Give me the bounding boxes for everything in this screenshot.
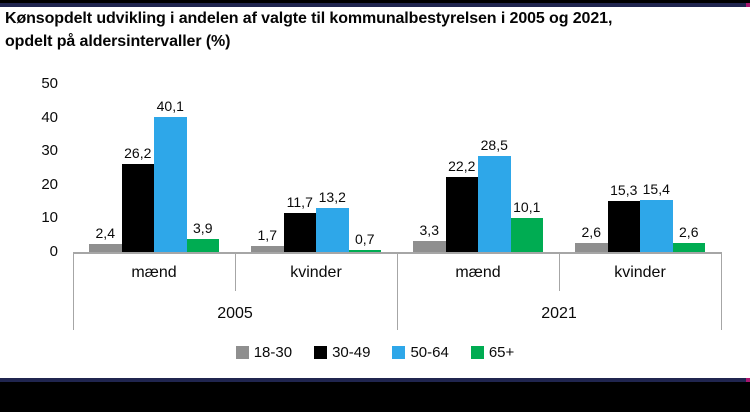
bar-30-49-kvinder bbox=[607, 200, 640, 252]
legend-label: 30-49 bbox=[332, 343, 371, 361]
bar-value-label: 0,7 bbox=[355, 230, 375, 247]
bar-30-49-mænd bbox=[445, 177, 478, 252]
bottom-divider-accent bbox=[746, 378, 750, 382]
bar-value-label: 15,4 bbox=[642, 181, 670, 198]
bar-value-label: 26,2 bbox=[124, 144, 152, 161]
x-axis-group-label: 2021 bbox=[541, 305, 577, 322]
bar-value-label: 22,2 bbox=[448, 158, 476, 175]
category-separator-minor bbox=[235, 252, 236, 291]
bar-18-30-mænd bbox=[413, 240, 446, 252]
bar-value-label: 3,9 bbox=[193, 219, 213, 236]
bar-30-49-mænd bbox=[121, 163, 154, 252]
legend-swatch-icon bbox=[392, 345, 406, 359]
chart-title-line2: opdelt på aldersintervaller (%) bbox=[5, 33, 231, 50]
bar-value-label: 2,6 bbox=[581, 224, 601, 241]
y-axis-tick-label: 10 bbox=[41, 209, 58, 227]
bar-50-64-kvinder bbox=[316, 207, 349, 252]
y-axis-tick-label: 20 bbox=[41, 175, 58, 193]
legend-item-30-49: 30-49 bbox=[314, 344, 370, 361]
legend-swatch-icon bbox=[235, 345, 249, 359]
y-axis-tick-label: 30 bbox=[41, 142, 58, 160]
y-axis-tick-label: 50 bbox=[41, 75, 58, 92]
top-divider-line bbox=[0, 3, 750, 7]
chart-legend: 18-30 30-49 50-64 65+ bbox=[0, 342, 750, 362]
legend-item-18-30: 18-30 bbox=[235, 343, 293, 361]
legend-item-50-64: 50-64 bbox=[392, 343, 449, 361]
x-axis-category-label: kvinder bbox=[290, 264, 342, 281]
chart-title: Kønsopdelt udvikling i andelen af valgte… bbox=[5, 7, 747, 53]
legend-label: 18-30 bbox=[253, 343, 293, 361]
bar-65+-mænd bbox=[510, 218, 543, 252]
bar-value-label: 28,5 bbox=[480, 137, 508, 154]
bar-18-30-kvinder bbox=[575, 243, 608, 252]
category-separator-major bbox=[397, 252, 398, 330]
bar-18-30-kvinder bbox=[251, 246, 284, 252]
bar-value-label: 3,3 bbox=[419, 221, 439, 238]
bottom-divider-line bbox=[0, 378, 750, 382]
legend-swatch-icon bbox=[470, 345, 484, 359]
category-separator-major bbox=[73, 252, 74, 330]
x-axis-category-label: mænd bbox=[455, 264, 501, 281]
bar-18-30-mænd bbox=[89, 243, 122, 252]
x-axis-group-label: 2005 bbox=[217, 305, 253, 322]
bar-65+-mænd bbox=[186, 238, 219, 252]
y-axis-tick-label: 40 bbox=[41, 108, 58, 126]
bar-65+-kvinder bbox=[348, 249, 381, 252]
x-axis-category-label: mænd bbox=[131, 264, 177, 281]
bar-value-label: 2,6 bbox=[679, 224, 699, 241]
top-divider-accent bbox=[746, 3, 750, 7]
bar-50-64-mænd bbox=[154, 117, 187, 252]
x-axis-category-label: kvinder bbox=[614, 264, 666, 281]
bar-30-49-kvinder bbox=[283, 212, 316, 252]
chart-title-line1: Kønsopdelt udvikling i andelen af valgte… bbox=[5, 10, 613, 27]
bar-value-label: 40,1 bbox=[156, 98, 184, 115]
bar-value-label: 11,7 bbox=[286, 193, 313, 210]
bar-value-label: 13,2 bbox=[318, 188, 346, 205]
bar-50-64-kvinder bbox=[640, 200, 673, 252]
category-separator-major bbox=[721, 252, 722, 330]
legend-label: 50-64 bbox=[410, 343, 449, 361]
bar-value-label: 1,7 bbox=[257, 227, 277, 244]
y-axis-tick-label: 0 bbox=[49, 243, 58, 260]
bar-value-label: 15,3 bbox=[610, 181, 638, 198]
category-separator-minor bbox=[559, 252, 560, 291]
bar-65+-kvinder bbox=[672, 243, 705, 252]
bar-50-64-mænd bbox=[478, 156, 511, 252]
top-frame-bar bbox=[0, 0, 750, 3]
bar-value-label: 2,4 bbox=[95, 224, 115, 241]
bar-value-label: 10,1 bbox=[513, 199, 541, 216]
legend-label: 65+ bbox=[488, 343, 515, 361]
bottom-frame-bar bbox=[0, 382, 750, 412]
legend-swatch-icon bbox=[314, 345, 328, 359]
legend-item-65+: 65+ bbox=[470, 343, 515, 361]
